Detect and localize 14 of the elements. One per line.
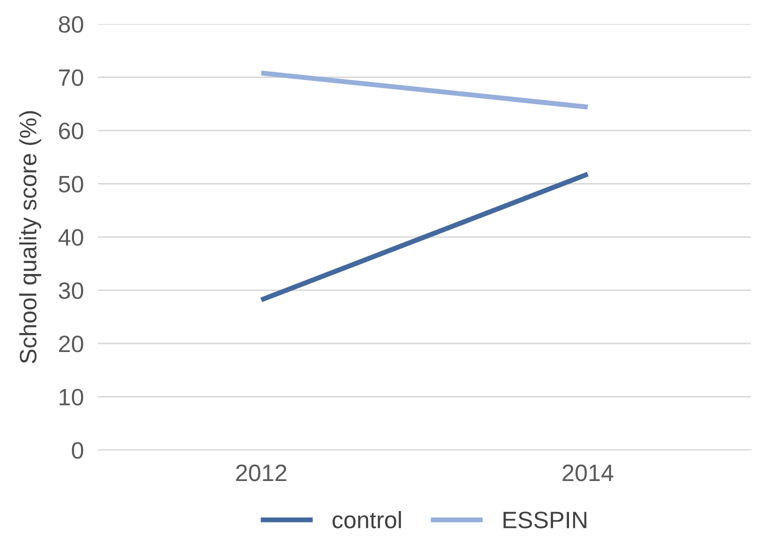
y-tick-label: 20 — [59, 336, 84, 352]
y-tick-label: 10 — [60, 388, 84, 406]
y-tick-label: 40 — [58, 229, 84, 246]
y-tick-label: 80 — [58, 16, 84, 33]
legend-label: ESSPIN — [504, 512, 586, 528]
x-tick-label: 2014 — [562, 464, 614, 482]
y-tick-label: 0 — [72, 442, 84, 459]
y-tick-label: 70 — [59, 69, 84, 86]
x-tick-label: 2012 — [236, 464, 286, 482]
legend-label: control — [332, 511, 401, 528]
y-tick-label: 50 — [58, 176, 84, 193]
y-axis-title: School quality score (%) — [19, 111, 42, 364]
y-tick-label: 30 — [58, 282, 84, 300]
y-tick-label: 60 — [59, 122, 84, 140]
